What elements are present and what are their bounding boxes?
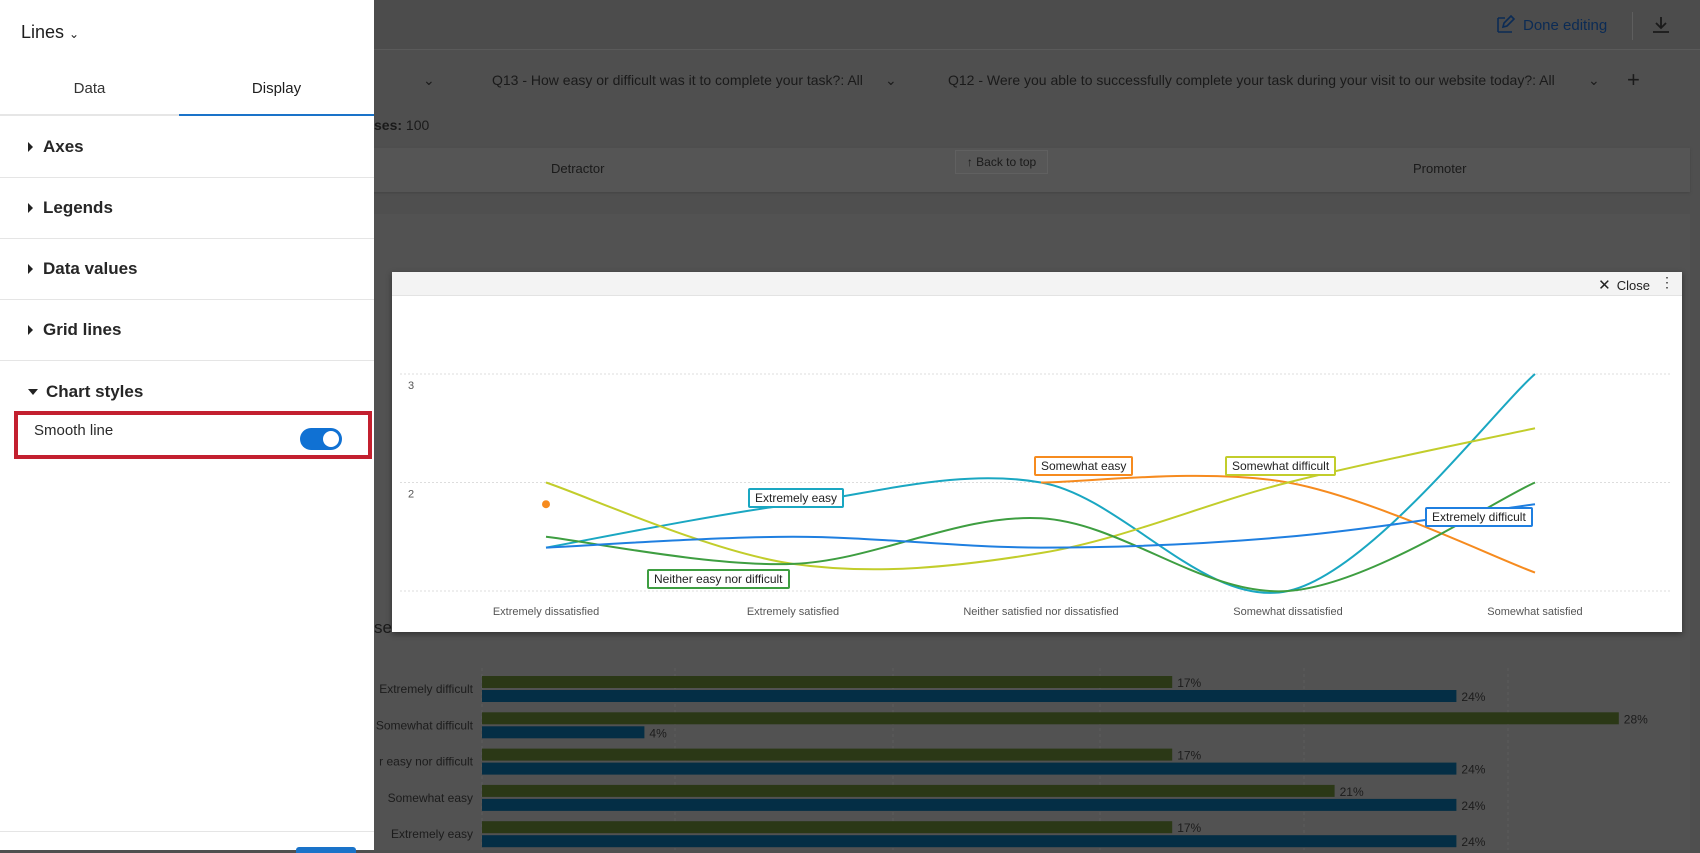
section-grid-lines[interactable]: Grid lines [0, 300, 374, 361]
detractor-label: Detractor [551, 161, 605, 176]
series-label: Extremely difficult [1425, 507, 1533, 527]
caret-right-icon [28, 142, 33, 152]
bar [482, 690, 1457, 702]
footer-divider [0, 831, 374, 832]
chart-type-dropdown[interactable]: Lines ⌄ [21, 22, 79, 43]
section-label: Grid lines [43, 320, 122, 339]
bar-value-label: 28% [1624, 712, 1648, 726]
chart-type-label: Lines [21, 22, 65, 42]
section-legends[interactable]: Legends [0, 178, 374, 239]
category-label: Extremely easy [391, 827, 473, 841]
category-label: Extremely difficult [379, 682, 473, 696]
highlight-box [14, 411, 372, 459]
bar [482, 676, 1173, 688]
bar-value-label: 17% [1177, 676, 1201, 690]
series-label: Extremely easy [748, 488, 845, 508]
series-point [542, 500, 550, 509]
series-line [545, 373, 1536, 594]
divider [1632, 12, 1633, 40]
x-tick-label: Neither satisfied nor dissatisfied [963, 606, 1118, 618]
x-tick-label: Extremely satisfied [747, 606, 839, 618]
section-chart-styles[interactable]: Chart styles [0, 361, 374, 422]
bar-value-label: 24% [1461, 835, 1485, 849]
bar [482, 835, 1457, 848]
caret-right-icon [28, 264, 33, 274]
bar-value-label: 24% [1461, 690, 1485, 704]
bar [482, 821, 1173, 834]
sidebar-panel: Lines ⌄ Data Display Axes Legends Data v… [0, 0, 374, 853]
series-line [545, 481, 1536, 593]
section-heading: se [374, 618, 392, 637]
chevron-down-icon: ⌄ [69, 27, 80, 41]
responses-count: ses: 100 [374, 117, 429, 133]
section-label: Legends [43, 198, 113, 217]
bar-value-label: 24% [1461, 799, 1485, 813]
bar-value-label: 24% [1461, 763, 1485, 777]
bar [482, 748, 1173, 761]
series-line [545, 427, 1536, 571]
bar-value-label: 4% [649, 726, 667, 740]
caret-right-icon [28, 325, 33, 335]
x-tick-label: Somewhat dissatisfied [1233, 606, 1342, 618]
series-label: Neither easy nor difficult [647, 569, 790, 589]
back-to-top-button[interactable]: ↑ Back to top [955, 150, 1048, 174]
chevron-down-icon[interactable]: ⌄ [1588, 72, 1600, 88]
close-icon: ✕ [1598, 277, 1611, 294]
smooth-line-toggle[interactable] [300, 428, 342, 450]
chevron-down-icon[interactable]: ⌄ [885, 72, 897, 88]
section-data-values[interactable]: Data values [0, 239, 374, 300]
done-editing-label: Done editing [1523, 16, 1608, 34]
bar [482, 798, 1457, 811]
done-editing-button[interactable]: Done editing [1495, 15, 1607, 35]
category-label: Somewhat difficult [376, 718, 474, 732]
add-filter-button[interactable]: + [1627, 67, 1640, 92]
pencil-icon [1497, 15, 1515, 33]
close-button[interactable]: ✕ Close [1598, 276, 1650, 294]
bar-value-label: 21% [1340, 785, 1364, 799]
smooth-line-label: Smooth line [34, 422, 114, 439]
tab-data[interactable]: Data [0, 78, 179, 116]
chevron-down-icon[interactable]: ⌄ [423, 72, 435, 88]
close-label: Close [1616, 277, 1650, 293]
x-tick-label: Somewhat satisfied [1487, 606, 1582, 618]
bar-value-label: 17% [1177, 821, 1201, 835]
section-label: Chart styles [46, 381, 144, 401]
y-tick-label: 3 [408, 380, 414, 392]
responses-label: ses: [374, 117, 403, 133]
footer-button[interactable] [296, 847, 356, 853]
modal-header: ✕ Close ⋮ [392, 272, 1682, 296]
tab-display[interactable]: Display [179, 78, 374, 116]
bar [482, 784, 1335, 797]
top-bar [374, 0, 1700, 50]
series-line [545, 503, 1536, 549]
filter-q13[interactable]: Q13 - How easy or difficult was it to co… [492, 72, 863, 88]
x-tick-label: Extremely dissatisfied [493, 606, 599, 618]
series-label: Somewhat difficult [1225, 456, 1337, 476]
promoter-label: Promoter [1413, 161, 1467, 176]
bar [482, 726, 645, 739]
bar-value-label: 17% [1177, 749, 1201, 763]
section-label: Axes [43, 137, 84, 156]
caret-right-icon [28, 203, 33, 213]
line-chart: 3 2 Extremely dissatisfied Extremely satisf… [400, 373, 1670, 618]
responses-value: 100 [405, 117, 430, 133]
chart-modal: ✕ Close ⋮ 3 2 Extremely dissatisfied Extreme… [392, 272, 1682, 632]
filter-q12[interactable]: Q12 - Were you able to successfully comp… [948, 72, 1555, 88]
y-tick-label: 2 [408, 489, 414, 501]
bar [482, 762, 1457, 775]
download-icon[interactable] [1650, 14, 1672, 36]
category-label: Somewhat easy [388, 791, 473, 805]
toggle-knob [323, 431, 339, 447]
category-label: r easy nor difficult [379, 755, 473, 769]
caret-down-icon [28, 388, 38, 395]
more-options-icon[interactable]: ⋮ [1660, 274, 1674, 290]
section-axes[interactable]: Axes [0, 117, 374, 178]
series-label: Somewhat easy [1034, 456, 1134, 476]
bar [482, 712, 1619, 725]
section-label: Data values [43, 259, 138, 278]
